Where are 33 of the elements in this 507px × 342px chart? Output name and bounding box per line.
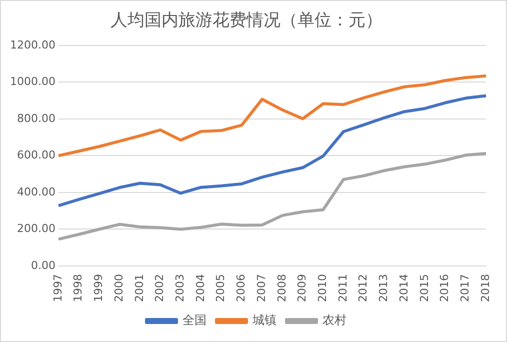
x-tick-label: 2011: [336, 274, 350, 302]
x-tick-label: 2016: [438, 274, 452, 302]
x-tick-label: 2015: [418, 274, 431, 302]
x-tick-label: 2001: [132, 274, 146, 302]
y-tick-label: 1000.00: [10, 75, 56, 88]
x-tick-label: 2014: [397, 274, 410, 302]
x-tick-label: 2010: [316, 274, 329, 302]
x-tick-label: 2013: [377, 274, 390, 302]
x-tick-label: 2017: [458, 274, 472, 302]
x-tick-label: 1999: [92, 274, 106, 302]
x-tick-label: 2009: [296, 274, 309, 302]
y-tick-label: 0.00: [30, 258, 56, 272]
x-tick-label: 2002: [153, 274, 166, 302]
y-tick-label: 800.00: [16, 112, 56, 125]
x-tick-label: 2004: [194, 274, 207, 302]
legend-label: 全国: [182, 313, 206, 328]
x-tick-label: 2006: [234, 274, 248, 302]
x-tick-label: 2012: [356, 274, 370, 302]
x-tick-label: 2018: [478, 274, 492, 302]
legend-label: 农村: [322, 313, 346, 328]
x-tick-label: 2007: [254, 274, 268, 302]
legend-label: 城镇: [252, 313, 276, 328]
chart-title: 人均国内旅游花费情况（单位：元）: [110, 10, 382, 31]
y-tick-label: 1200.00: [10, 38, 56, 52]
x-tick-label: 1998: [72, 274, 85, 302]
y-tick-label: 600.00: [16, 148, 56, 162]
x-tick-label: 1997: [51, 274, 64, 302]
x-tick-label: 2000: [112, 274, 126, 302]
x-tick-label: 2003: [173, 274, 186, 302]
y-tick-label: 400.00: [16, 185, 56, 198]
x-tick-label: 2005: [214, 274, 228, 302]
x-tick-label: 2008: [275, 274, 288, 302]
y-tick-label: 200.00: [16, 222, 56, 236]
